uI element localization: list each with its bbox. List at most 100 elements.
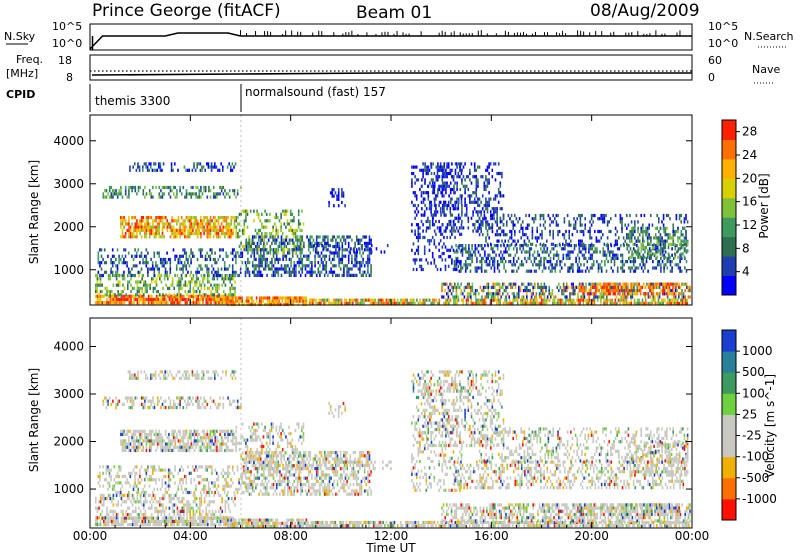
heatmap-cell [607,282,610,286]
heatmap-cell [456,250,459,254]
heatmap-cell [631,295,634,299]
heatmap-cell [267,296,269,300]
heatmap-cell [99,264,101,268]
heatmap-cell [141,297,143,302]
heatmap-cell [273,299,276,303]
heatmap-cell [186,168,189,172]
heatmap-cell [233,216,236,220]
heatmap-cell [563,220,566,224]
heatmap-cell [534,285,536,289]
heatmap-cell [453,187,455,192]
heatmap-cell [129,273,132,278]
heatmap-cell [146,290,148,294]
heatmap-cell [480,175,482,179]
heatmap-cell [502,229,505,234]
heatmap-cell [298,257,300,261]
heatmap-cell [277,235,279,239]
heatmap-cell [599,266,601,270]
heatmap-cell [306,254,308,258]
heatmap-cell [193,162,195,166]
heatmap-cell [474,244,477,248]
heatmap-cell [314,257,316,261]
heatmap-cell [489,210,492,214]
cpid-mode-1: themis 3300 [95,94,170,108]
heatmap-cell [439,165,442,169]
heatmap-cell [145,228,148,232]
heatmap-cell [191,251,194,255]
heatmap-cell [667,282,669,286]
heatmap-cell [294,296,296,300]
heatmap-cell [340,298,343,302]
heatmap-cell [263,248,265,252]
heatmap-cell [162,286,164,290]
heatmap-cell [120,192,122,196]
heatmap-cell [473,292,475,296]
heatmap-cell [592,298,594,302]
heatmap-cell [225,222,228,226]
heatmap-cell [141,286,143,290]
heatmap-cell [344,204,346,208]
heatmap-cell [208,280,211,284]
heatmap-cell [236,192,239,196]
nsearch-tick-top: 10^5 [708,20,738,33]
heatmap-cell [445,226,447,230]
heatmap-cell [131,232,133,236]
heatmap-cell [123,286,126,290]
heatmap-cell [307,248,310,252]
heatmap-cell [313,298,316,302]
heatmap-cell [338,241,340,245]
heatmap-cell [207,277,209,281]
heatmap-cell [206,216,209,220]
heatmap-cell [475,168,478,172]
heatmap-cell [277,261,280,265]
heatmap-cell [490,295,493,299]
heatmap-cell [176,228,178,232]
heatmap-cell [500,250,502,254]
heatmap-cell [436,226,439,230]
heatmap-cell [320,251,323,255]
heatmap-cell [522,263,525,267]
heatmap-cell [581,253,584,257]
heatmap-cell [192,277,195,281]
heatmap-cell [605,256,608,260]
heatmap-cell [572,266,574,270]
heatmap-cell [99,294,102,298]
heatmap-cell [531,242,534,246]
heatmap-cell [504,301,506,305]
heatmap-cell [604,253,606,257]
heatmap-cell [155,297,158,302]
heatmap-cell [338,261,340,265]
heatmap-cell [323,264,326,268]
heatmap-cell [673,285,675,289]
heatmap-cell [460,266,462,270]
heatmap-cell [512,223,514,227]
heatmap-cell [271,267,273,271]
heatmap-cell [282,257,284,261]
heatmap-cell [102,273,104,278]
heatmap-cell [515,298,517,302]
heatmap-cell [346,235,348,239]
heatmap-cell [153,251,156,255]
heatmap-cell [592,301,594,305]
heatmap-cell [172,248,175,252]
heatmap-cell [128,192,130,196]
heatmap-cell [619,220,622,224]
heatmap-cell [473,207,476,211]
heatmap-cell [304,254,307,258]
heatmap-cell [403,301,405,305]
heatmap-cell [256,241,259,245]
heatmap-cell [124,192,127,196]
heatmap-cell [272,235,274,239]
heatmap-cell [202,293,204,297]
heatmap-cell [148,189,151,193]
heatmap-cell [498,282,501,286]
heatmap-cell [433,242,436,246]
heatmap-cell [339,298,341,302]
heatmap-cell [417,232,420,236]
heatmap-cell [454,200,456,204]
heatmap-cell [162,293,164,297]
heatmap-cell [163,264,165,268]
heatmap-cell [223,301,225,305]
heatmap-cell [123,297,126,302]
heatmap-cell [199,290,201,294]
